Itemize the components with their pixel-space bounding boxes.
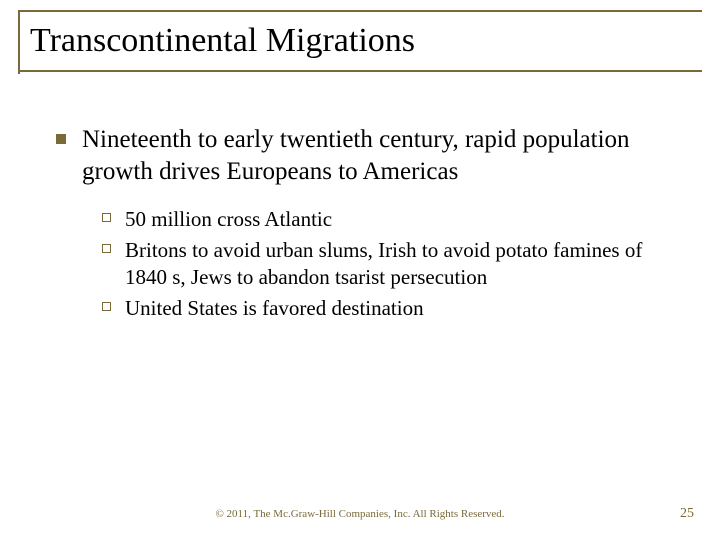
- bullet-level2-text: 50 million cross Atlantic: [125, 206, 332, 233]
- title-underline: [18, 70, 702, 72]
- title-region: Transcontinental Migrations: [0, 0, 720, 72]
- bullet-level2-text: Britons to avoid urban slums, Irish to a…: [125, 237, 680, 291]
- title-rule-top: [18, 10, 702, 12]
- title-rule-vert: [18, 10, 20, 74]
- bullet-level1: Nineteenth to early twentieth century, r…: [56, 124, 680, 188]
- bullet-level2-text: United States is favored destination: [125, 295, 424, 322]
- slide-title: Transcontinental Migrations: [0, 18, 720, 70]
- hollow-square-bullet-icon: [102, 244, 111, 253]
- footer-copyright: © 2011, The Mc.Graw-Hill Companies, Inc.…: [0, 508, 720, 520]
- content-region: Nineteenth to early twentieth century, r…: [0, 72, 720, 322]
- bullet-level2: 50 million cross Atlantic: [102, 206, 680, 233]
- hollow-square-bullet-icon: [102, 302, 111, 311]
- square-bullet-icon: [56, 134, 66, 144]
- bullet-level2: Britons to avoid urban slums, Irish to a…: [102, 237, 680, 291]
- hollow-square-bullet-icon: [102, 213, 111, 222]
- footer-page-number: 25: [680, 506, 694, 522]
- bullet-level2: United States is favored destination: [102, 295, 680, 322]
- bullet-level1-text: Nineteenth to early twentieth century, r…: [82, 124, 680, 188]
- bullet-level2-group: 50 million cross Atlantic Britons to avo…: [56, 206, 680, 322]
